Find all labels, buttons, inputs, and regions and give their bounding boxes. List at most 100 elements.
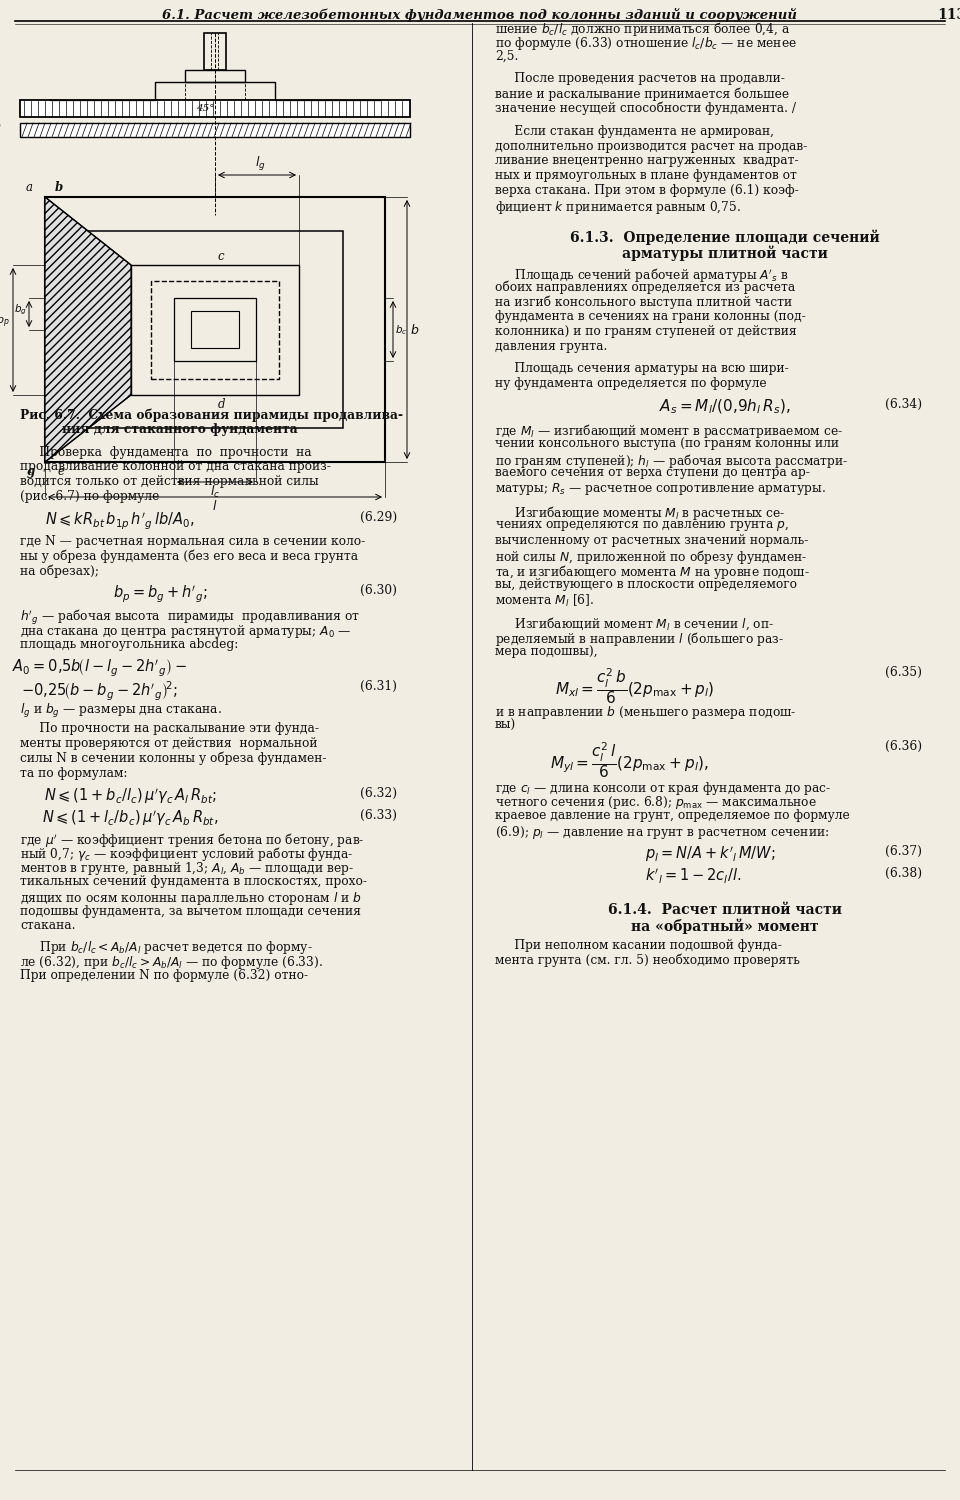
Text: краевое давление на грунт, определяемое по формуле: краевое давление на грунт, определяемое … (495, 808, 850, 822)
Text: ны у обреза фундамента (без его веса и веса грунта: ны у обреза фундамента (без его веса и в… (20, 549, 358, 562)
Bar (131, 266, 299, 394)
Text: ной силы $N$, приложенной по обрезу фундамен-: ной силы $N$, приложенной по обрезу фунд… (495, 549, 807, 567)
Text: где $\mu'$ — коэффициент трения бетона по бетону, рав-: где $\mu'$ — коэффициент трения бетона п… (20, 831, 365, 849)
Text: ливание внецентренно нагруженных  квадрат-: ливание внецентренно нагруженных квадрат… (495, 154, 799, 168)
Text: верха стакана. При этом в формуле (6.1) коэф-: верха стакана. При этом в формуле (6.1) … (495, 184, 799, 196)
Text: (6.38): (6.38) (885, 867, 923, 880)
Text: чениях определяются по давлению грунта $p$,: чениях определяются по давлению грунта $… (495, 519, 789, 532)
Text: ментов в грунте, равный 1,3; $A_l$, $A_b$ — площади вер-: ментов в грунте, равный 1,3; $A_l$, $A_b… (20, 859, 354, 877)
Text: По прочности на раскалывание эти фунда-: По прочности на раскалывание эти фунда- (20, 723, 319, 735)
Text: шение $b_c/l_c$ должно приниматься более 0,4, а: шение $b_c/l_c$ должно приниматься более… (495, 20, 790, 38)
Text: $N \leqslant kR_{bt}\,b_{1p}\,h'_g\,lb/A_0,$: $N \leqslant kR_{bt}\,b_{1p}\,h'_g\,lb/A… (45, 512, 195, 532)
Polygon shape (45, 196, 131, 462)
Text: $b_g$: $b_g$ (14, 303, 27, 316)
Text: по граням ступеней); $h_l$ — рабочая высота рассматри-: по граням ступеней); $h_l$ — рабочая выс… (495, 452, 849, 470)
Text: Изгибающие моменты $M_l$ в расчетных се-: Изгибающие моменты $M_l$ в расчетных се- (495, 504, 785, 522)
Text: $A_s = M_l/(0{,}9h_l\,R_s),$: $A_s = M_l/(0{,}9h_l\,R_s),$ (660, 398, 791, 417)
Text: Площадь сечения арматуры на всю шири-: Площадь сечения арматуры на всю шири- (495, 363, 789, 375)
Text: вы): вы) (495, 718, 516, 732)
Text: e: e (57, 465, 64, 478)
Text: При $b_c/l_c < A_b/A_l$ расчет ведется по форму-: При $b_c/l_c < A_b/A_l$ расчет ведется п… (20, 939, 313, 956)
Text: $h'_g$ — рабочая высота  пирамиды  продавливания от: $h'_g$ — рабочая высота пирамиды продавл… (20, 608, 360, 627)
Text: (рис. 6.7) по формуле: (рис. 6.7) по формуле (20, 490, 159, 502)
Text: Проверка  фундамента  по  прочности  на: Проверка фундамента по прочности на (20, 446, 312, 459)
Text: менты проверяются от действия  нормальной: менты проверяются от действия нормальной (20, 736, 318, 750)
Text: четного сечения (рис. 6.8); $p_{\rm max}$ — максимальное: четного сечения (рис. 6.8); $p_{\rm max}… (495, 795, 817, 812)
Text: 2,5.: 2,5. (495, 50, 518, 63)
Text: 113: 113 (937, 8, 960, 22)
Text: $b_p$: $b_p$ (0, 314, 10, 330)
Text: давления грунта.: давления грунта. (495, 339, 608, 352)
Text: ный 0,7; $\gamma_c$ — коэффициент условий работы фунда-: ный 0,7; $\gamma_c$ — коэффициент услови… (20, 846, 353, 864)
Text: $N \leqslant (1 + b_c/l_c)\,\mu'\gamma_c\,A_l\,R_{bt};$: $N \leqslant (1 + b_c/l_c)\,\mu'\gamma_c… (43, 786, 216, 806)
Text: Если стакан фундамента не армирован,: Если стакан фундамента не армирован, (495, 124, 774, 138)
Text: $l_g$ и $b_g$ — размеры дна стакана.: $l_g$ и $b_g$ — размеры дна стакана. (20, 702, 222, 720)
Text: (6.29): (6.29) (360, 512, 397, 524)
Bar (155, 82, 275, 100)
Bar (185, 70, 245, 82)
Text: дна стакана до центра растянутой арматуры; $A_0$ —: дна стакана до центра растянутой арматур… (20, 622, 351, 640)
Text: ну фундамента определяется по формуле: ну фундамента определяется по формуле (495, 376, 767, 390)
Text: При определении N по формуле (6.32) отно-: При определении N по формуле (6.32) отно… (20, 969, 308, 982)
Text: $N \leqslant (1 + l_c/b_c)\,\mu'\gamma_c\,A_b\,R_{bt},$: $N \leqslant (1 + l_c/b_c)\,\mu'\gamma_c… (42, 808, 218, 828)
Text: 45°: 45° (196, 104, 214, 112)
Text: фициент $k$ принимается равным 0,75.: фициент $k$ принимается равным 0,75. (495, 200, 741, 216)
Text: подошвы фундамента, за вычетом площади сечения: подошвы фундамента, за вычетом площади с… (20, 904, 361, 918)
Text: $p_l = N/A + k'_l\,M/W;$: $p_l = N/A + k'_l\,M/W;$ (645, 844, 776, 864)
Text: Рис. 6.7.  Схема образования пирамиды продавлива-: Рис. 6.7. Схема образования пирамиды про… (20, 408, 403, 422)
Bar (174, 298, 256, 362)
Text: $- 0{,}25\!\left(b - b_g - 2h'_g\right)^{\!2};$: $- 0{,}25\!\left(b - b_g - 2h'_g\right)^… (21, 680, 179, 703)
Text: значение несущей способности фундамента. /: значение несущей способности фундамента.… (495, 102, 796, 116)
Bar (204, 33, 226, 70)
Bar (88, 231, 343, 428)
Text: $l_g$: $l_g$ (254, 154, 265, 172)
Text: d: d (218, 398, 226, 411)
Bar (45, 196, 385, 462)
Text: мера подошвы),: мера подошвы), (495, 645, 598, 658)
Text: дополнительно производится расчет на продав-: дополнительно производится расчет на про… (495, 140, 807, 153)
Bar (191, 310, 239, 348)
Text: арматуры плитной части: арматуры плитной части (622, 246, 828, 261)
Text: $M_{xl} = \dfrac{c_l^2\,b}{6}\left(2p_{\max} + p_l\right)$: $M_{xl} = \dfrac{c_l^2\,b}{6}\left(2p_{\… (555, 666, 714, 706)
Bar (20, 123, 410, 136)
Text: (6.36): (6.36) (885, 740, 923, 753)
Text: тикальных сечений фундамента в плоскостях, прохо-: тикальных сечений фундамента в плоскостя… (20, 874, 367, 888)
Text: (6.35): (6.35) (885, 666, 922, 680)
Bar (151, 280, 279, 380)
Text: $k'_l = 1 - 2c_l/l.$: $k'_l = 1 - 2c_l/l.$ (645, 867, 741, 886)
Text: вычисленному от расчетных значений нормаль-: вычисленному от расчетных значений норма… (495, 534, 808, 546)
Text: где $c_l$ — длина консоли от края фундамента до рас-: где $c_l$ — длина консоли от края фундам… (495, 780, 831, 796)
Text: $b_c$: $b_c$ (395, 322, 407, 338)
Text: вание и раскалывание принимается большее: вание и раскалывание принимается большее (495, 87, 789, 100)
Text: $M_{yl} = \dfrac{c_l^2\,l}{6}\left(2p_{\max} + p_l\right),$: $M_{yl} = \dfrac{c_l^2\,l}{6}\left(2p_{\… (550, 740, 708, 780)
Text: на обрезах);: на обрезах); (20, 564, 99, 578)
Text: $l$: $l$ (212, 500, 218, 513)
Text: чении консольного выступа (по граням колонны или: чении консольного выступа (по граням кол… (495, 436, 839, 450)
Text: та, и изгибающего момента $M$ на уровне подош-: та, и изгибающего момента $M$ на уровне … (495, 562, 810, 580)
Text: на изгиб консольного выступа плитной части: на изгиб консольного выступа плитной час… (495, 296, 792, 309)
Text: момента $M_l$ [6].: момента $M_l$ [6]. (495, 592, 594, 609)
Text: колонника) и по граням ступеней от действия: колонника) и по граням ступеней от дейст… (495, 326, 797, 338)
Text: (6.9); $p_l$ — давление на грунт в расчетном сечении:: (6.9); $p_l$ — давление на грунт в расче… (495, 824, 829, 842)
Text: на «обратный» момент: на «обратный» момент (632, 920, 819, 934)
Text: обоих направлениях определяется из расчета: обоих направлениях определяется из расче… (495, 280, 795, 294)
Text: площадь многоугольника abcdeg:: площадь многоугольника abcdeg: (20, 638, 238, 651)
Bar (20, 100, 410, 117)
Text: фундамента в сечениях на грани колонны (под-: фундамента в сечениях на грани колонны (… (495, 310, 805, 322)
Text: 6.1.3.  Определение площади сечений: 6.1.3. Определение площади сечений (570, 230, 880, 244)
Text: водится только от действия нормальной силы: водится только от действия нормальной си… (20, 476, 319, 488)
Text: При неполном касании подошвой фунда-: При неполном касании подошвой фунда- (495, 939, 781, 952)
Text: где $M_l$ — изгибающий момент в рассматриваемом се-: где $M_l$ — изгибающий момент в рассматр… (495, 422, 843, 440)
Text: продавливание колонной от дна стакана произ-: продавливание колонной от дна стакана пр… (20, 460, 331, 474)
Text: a: a (26, 182, 33, 194)
Text: дящих по осям колонны параллельно сторонам $l$ и $b$: дящих по осям колонны параллельно сторон… (20, 890, 362, 908)
Text: где N — расчетная нормальная сила в сечении коло-: где N — расчетная нормальная сила в сече… (20, 536, 365, 548)
Text: вы, действующего в плоскости определяемого: вы, действующего в плоскости определяемо… (495, 578, 797, 591)
Text: ных и прямоугольных в плане фундаментов от: ных и прямоугольных в плане фундаментов … (495, 170, 797, 182)
Text: ния для стаканного фундамента: ния для стаканного фундамента (62, 423, 298, 436)
Text: (6.32): (6.32) (360, 786, 397, 800)
Text: После проведения расчетов на продавли-: После проведения расчетов на продавли- (495, 72, 785, 86)
Text: мента грунта (см. гл. 5) необходимо проверять: мента грунта (см. гл. 5) необходимо пров… (495, 954, 800, 968)
Text: $b$: $b$ (410, 322, 420, 338)
Text: b: b (55, 182, 63, 194)
